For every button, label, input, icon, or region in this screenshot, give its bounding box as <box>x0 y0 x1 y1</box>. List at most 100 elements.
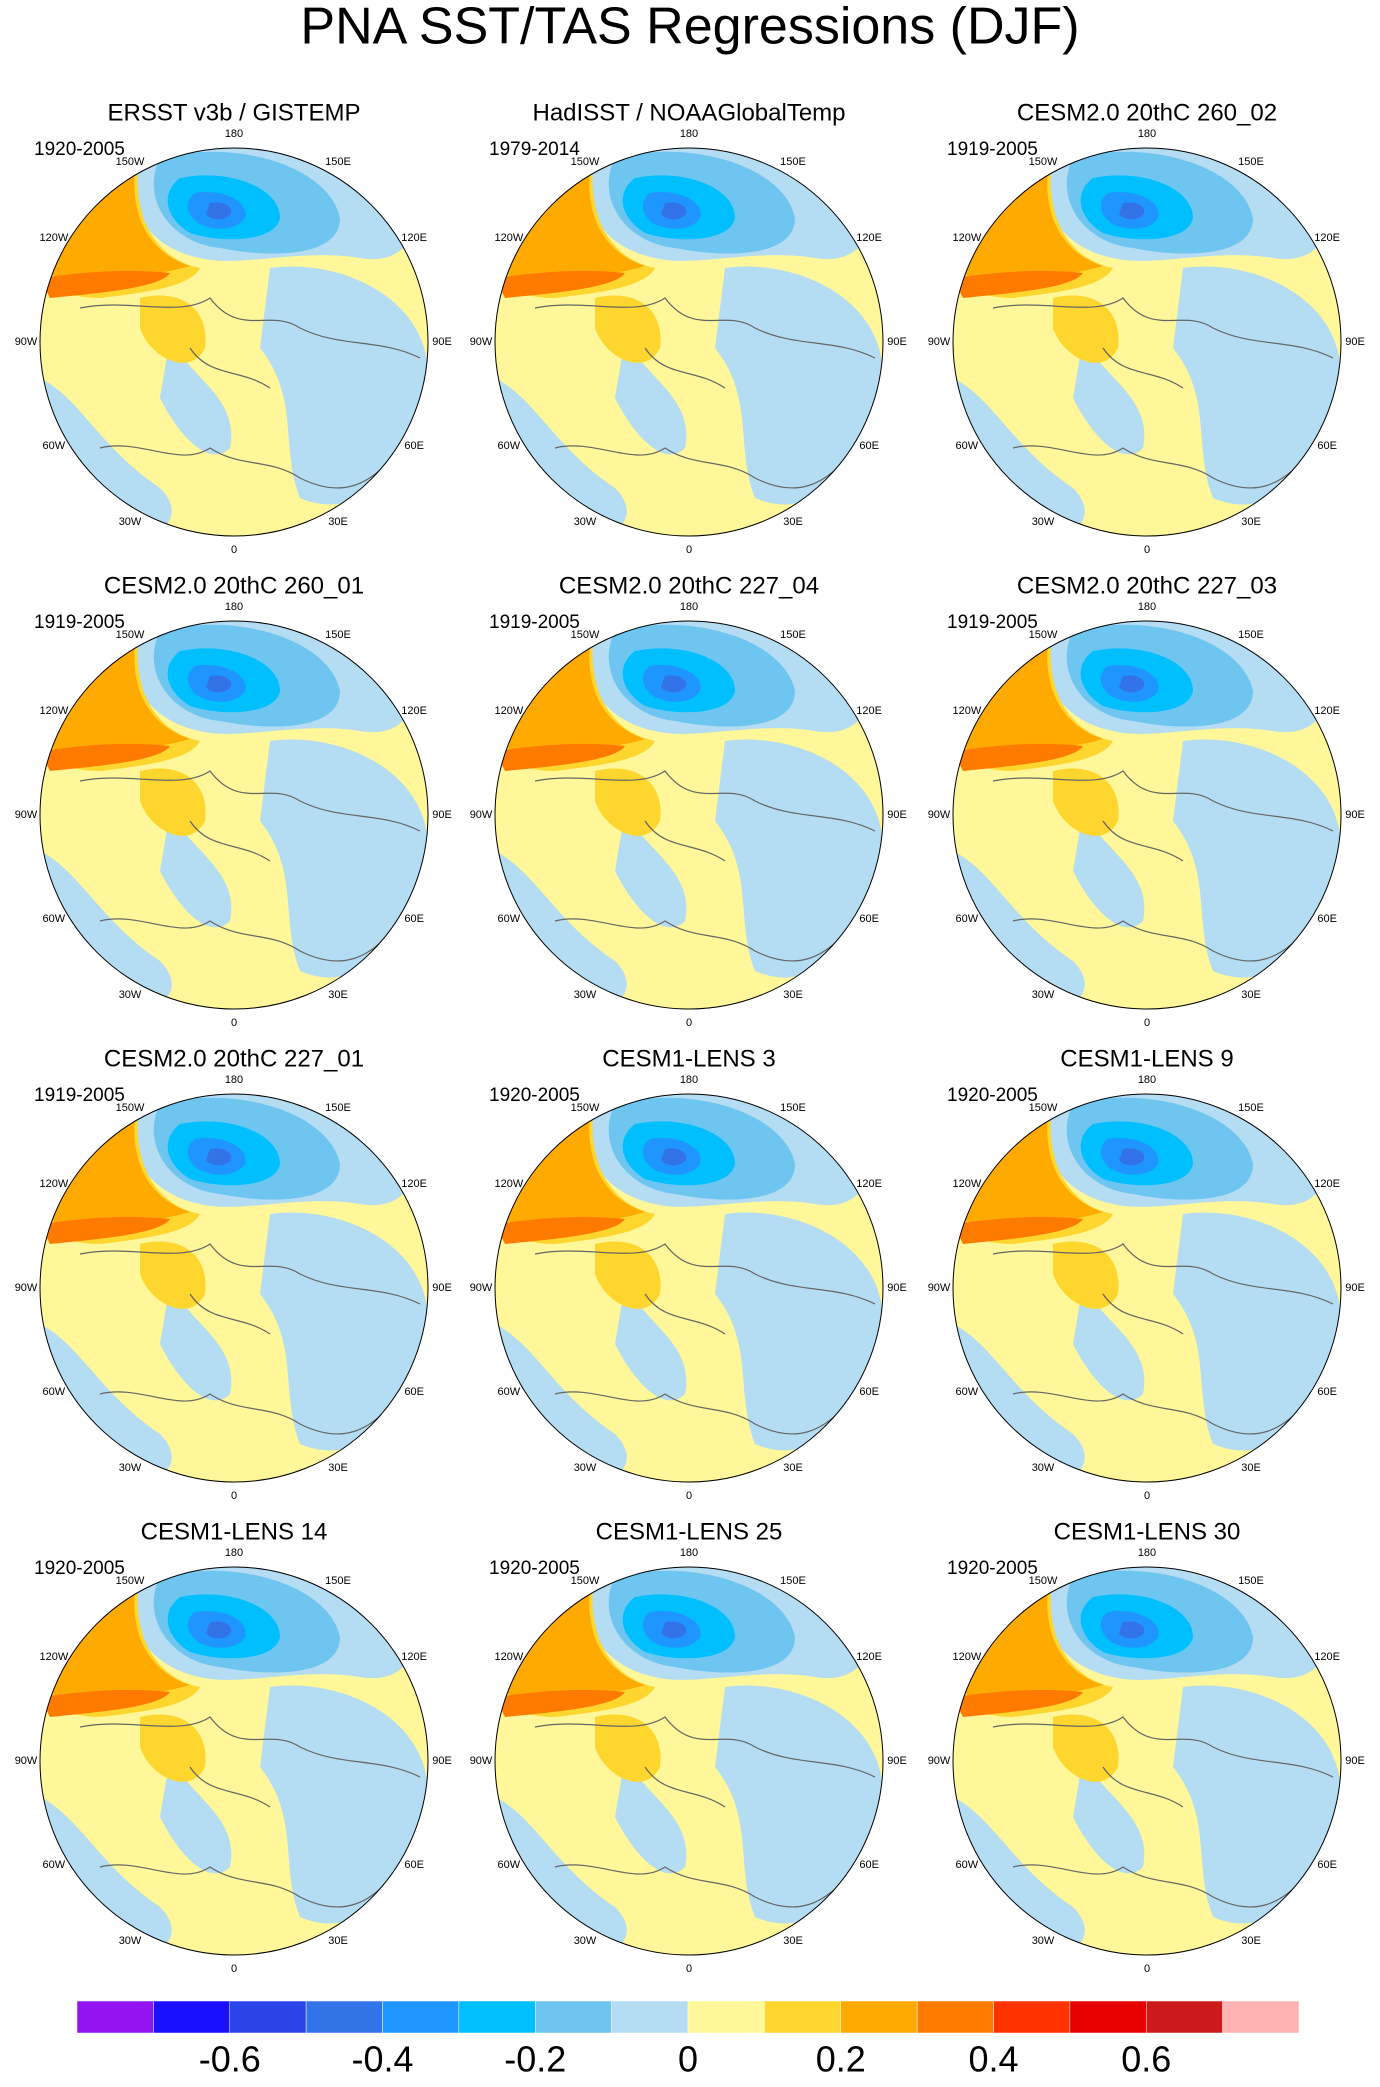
map-border <box>952 1093 1342 1483</box>
longitude-label: 60W <box>498 440 521 452</box>
anomaly-region <box>495 270 625 298</box>
longitude-label: 180 <box>1138 601 1156 613</box>
longitude-label: 150W <box>571 629 600 641</box>
anomaly-region <box>1053 295 1119 363</box>
longitude-label: 30W <box>1032 1935 1055 1947</box>
anomaly-region <box>495 1587 645 1702</box>
anomaly-region <box>661 675 687 693</box>
anomaly-region <box>715 1685 883 1924</box>
panel-period: 1979-2014 <box>489 139 580 160</box>
colorbar-tick-label: -0.2 <box>504 2039 566 2080</box>
longitude-label: 0 <box>231 1490 237 1502</box>
longitude-label: 150E <box>325 156 351 168</box>
longitude-label: 0 <box>686 544 692 556</box>
colorbar-box <box>1146 2000 1223 2034</box>
anomaly-region <box>140 1241 206 1309</box>
colorbar-box <box>305 2000 383 2034</box>
anomaly-region <box>40 1587 190 1702</box>
longitude-label: 60E <box>1317 913 1337 925</box>
longitude-label: 60E <box>404 913 424 925</box>
longitude-label: 150W <box>1029 1575 1058 1587</box>
colorbar-box <box>993 2000 1071 2034</box>
longitude-label: 30E <box>1241 989 1261 1001</box>
longitude-label: 60E <box>859 1859 879 1871</box>
panel-period: 1920-2005 <box>947 1558 1038 1579</box>
longitude-label: 180 <box>225 1074 243 1086</box>
anomaly-region <box>140 295 206 363</box>
coastline <box>79 1716 421 1908</box>
colorbar-box <box>916 2000 994 2034</box>
panel-period: 1919-2005 <box>489 612 580 633</box>
colorbar-tick-label: 0.6 <box>1121 2039 1171 2080</box>
anomaly-region <box>1173 1212 1341 1451</box>
longitude-label: 150E <box>325 1102 351 1114</box>
longitude-label: 150W <box>1029 1102 1058 1114</box>
longitude-label: 90E <box>432 336 452 348</box>
anomaly-region <box>661 1148 687 1166</box>
anomaly-region <box>953 1587 1103 1702</box>
panel-period: 1920-2005 <box>489 1085 580 1106</box>
map-border <box>494 1566 884 1956</box>
longitude-label: 120E <box>1314 705 1340 717</box>
anomaly-region <box>495 743 625 771</box>
longitude-label: 120W <box>494 705 523 717</box>
colorbar-box <box>1222 2000 1300 2034</box>
coastline <box>79 770 421 962</box>
panel-title: CESM2.0 20thC 227_01 <box>104 1045 364 1072</box>
longitude-label: 150E <box>780 156 806 168</box>
longitude-label: 120W <box>952 1651 981 1663</box>
longitude-label: 90W <box>15 336 38 348</box>
longitude-label: 150W <box>571 156 600 168</box>
longitude-label: 120E <box>401 232 427 244</box>
longitude-label: 120W <box>952 1178 981 1190</box>
panel-period: 1920-2005 <box>489 1558 580 1579</box>
anomaly-region <box>1119 675 1145 693</box>
anomaly-region <box>40 168 190 283</box>
longitude-label: 60E <box>1317 1386 1337 1398</box>
longitude-label: 180 <box>680 1074 698 1086</box>
anomaly-region <box>140 768 206 836</box>
longitude-label: 60W <box>498 913 521 925</box>
longitude-label: 90W <box>928 809 951 821</box>
longitude-label: 90E <box>887 1282 907 1294</box>
anomaly-region <box>160 1757 232 1874</box>
longitude-label: 120E <box>401 1178 427 1190</box>
longitude-label: 120W <box>494 1178 523 1190</box>
longitude-label: 90W <box>928 336 951 348</box>
longitude-label: 30E <box>783 1935 803 1947</box>
colorbar-box <box>764 2000 841 2034</box>
anomaly-region <box>615 338 687 455</box>
longitude-label: 120E <box>401 705 427 717</box>
longitude-label: 60W <box>43 1859 66 1871</box>
panel-title: CESM2.0 20thC 260_02 <box>1017 99 1277 126</box>
longitude-label: 30W <box>574 516 597 528</box>
map <box>953 1094 1341 1482</box>
longitude-label: 60E <box>859 913 879 925</box>
anomaly-region <box>953 1114 1103 1229</box>
longitude-label: 0 <box>231 1963 237 1975</box>
colorbar-box <box>840 2000 918 2034</box>
longitude-label: 90E <box>1345 1755 1365 1767</box>
anomaly-region <box>160 1284 232 1401</box>
anomaly-region <box>40 1216 170 1244</box>
colorbar-box <box>535 2000 612 2034</box>
anomaly-region <box>495 1114 645 1229</box>
colorbar-box <box>76 2000 154 2034</box>
longitude-label: 0 <box>1144 1017 1150 1029</box>
longitude-label: 30W <box>119 989 142 1001</box>
anomaly-region <box>661 1621 687 1639</box>
longitude-label: 30E <box>1241 516 1261 528</box>
longitude-label: 60W <box>956 440 979 452</box>
longitude-label: 120E <box>1314 1178 1340 1190</box>
longitude-label: 150W <box>571 1575 600 1587</box>
longitude-label: 150W <box>116 156 145 168</box>
panel-title: CESM1-LENS 25 <box>596 1518 783 1545</box>
map <box>495 1567 883 1955</box>
map-border <box>494 1093 884 1483</box>
longitude-label: 90W <box>470 336 493 348</box>
longitude-label: 90W <box>15 809 38 821</box>
anomaly-region <box>260 1212 428 1451</box>
longitude-label: 180 <box>225 1547 243 1559</box>
longitude-label: 90E <box>887 336 907 348</box>
